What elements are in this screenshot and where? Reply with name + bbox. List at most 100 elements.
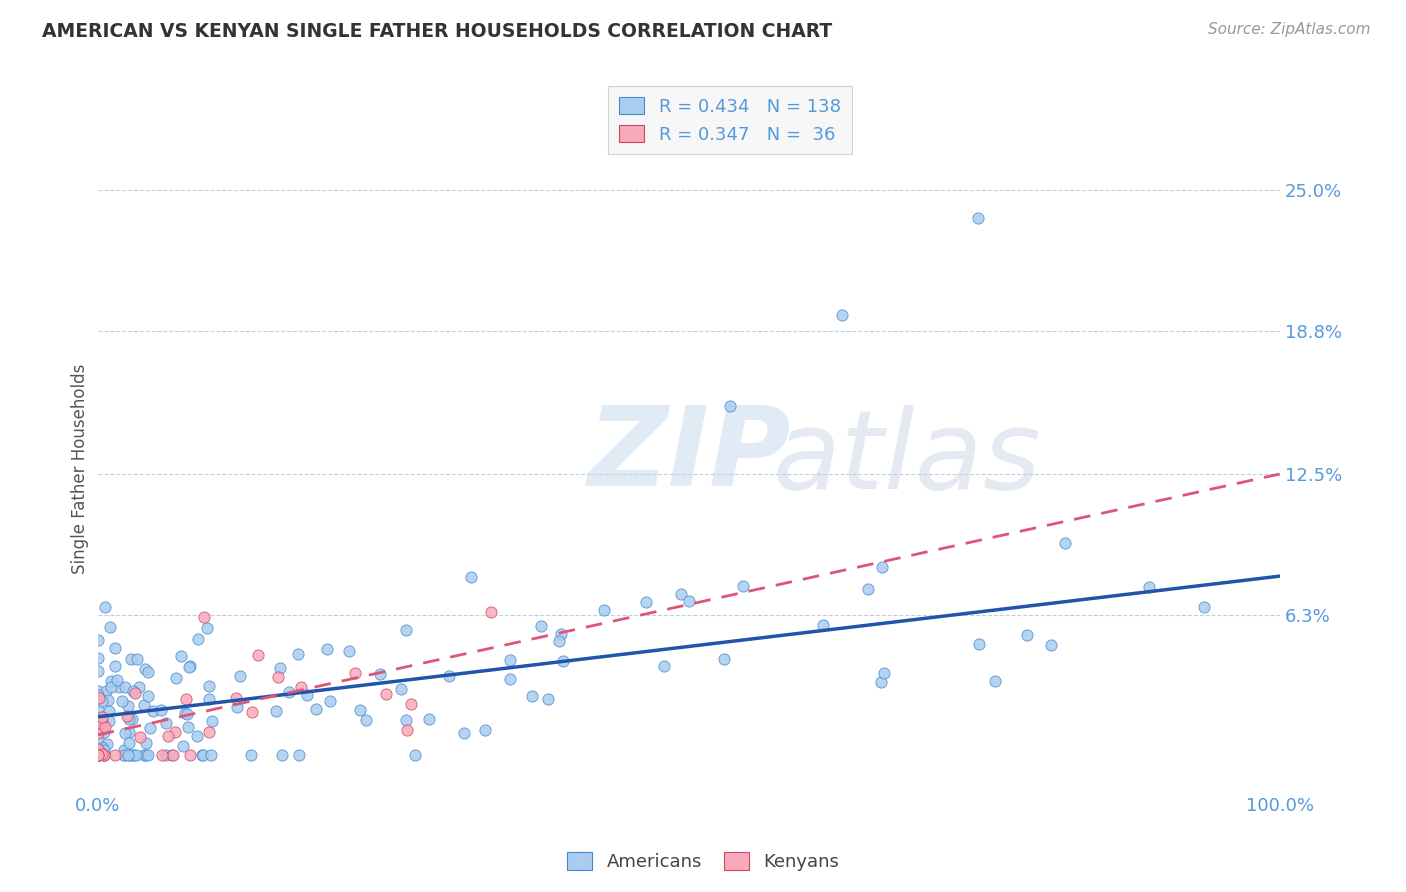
Point bbox=[290, 680, 312, 694]
Point bbox=[112, 748, 135, 763]
Point bbox=[96, 684, 118, 698]
Point bbox=[264, 704, 287, 718]
Point bbox=[125, 652, 148, 666]
Point bbox=[93, 748, 115, 763]
Point bbox=[90, 694, 112, 708]
Point bbox=[128, 681, 150, 695]
Point bbox=[107, 681, 129, 695]
Point bbox=[129, 731, 152, 745]
Point bbox=[165, 671, 187, 685]
Point bbox=[104, 659, 127, 673]
Point bbox=[401, 697, 423, 711]
Text: AMERICAN VS KENYAN SINGLE FATHER HOUSEHOLDS CORRELATION CHART: AMERICAN VS KENYAN SINGLE FATHER HOUSEHO… bbox=[42, 22, 832, 41]
Point bbox=[117, 748, 139, 763]
Point bbox=[138, 748, 160, 763]
Point bbox=[229, 669, 252, 683]
Point bbox=[967, 211, 990, 225]
Point bbox=[134, 698, 156, 713]
Point bbox=[287, 647, 309, 661]
Point bbox=[873, 665, 896, 680]
Point bbox=[132, 748, 155, 763]
Point bbox=[120, 652, 142, 666]
Point bbox=[240, 748, 263, 763]
Point bbox=[652, 658, 675, 673]
Point bbox=[869, 675, 891, 690]
Point bbox=[315, 641, 337, 656]
Point bbox=[343, 665, 366, 680]
Point bbox=[270, 748, 292, 763]
Point bbox=[111, 693, 134, 707]
Point bbox=[93, 724, 115, 739]
Point bbox=[162, 748, 184, 763]
Point bbox=[498, 653, 520, 667]
Point bbox=[319, 694, 342, 708]
Point bbox=[163, 725, 186, 739]
Point bbox=[87, 748, 110, 763]
Point bbox=[91, 747, 114, 761]
Point bbox=[200, 748, 222, 763]
Point bbox=[395, 624, 418, 638]
Point bbox=[499, 672, 522, 686]
Point bbox=[548, 633, 571, 648]
Y-axis label: Single Father Households: Single Father Households bbox=[72, 363, 89, 574]
Point bbox=[1054, 535, 1077, 549]
Point bbox=[593, 603, 616, 617]
Point bbox=[117, 712, 139, 726]
Point bbox=[404, 748, 426, 763]
Point bbox=[94, 599, 117, 614]
Point bbox=[266, 670, 288, 684]
Point bbox=[870, 559, 893, 574]
Point bbox=[634, 595, 657, 609]
Point bbox=[87, 688, 110, 702]
Point bbox=[856, 582, 879, 596]
Point bbox=[811, 617, 834, 632]
Point bbox=[337, 644, 360, 658]
Point bbox=[198, 691, 221, 706]
Point bbox=[93, 748, 115, 763]
Point bbox=[100, 674, 122, 689]
Point bbox=[537, 692, 560, 706]
Point bbox=[124, 686, 146, 700]
Point bbox=[190, 748, 212, 763]
Point bbox=[453, 725, 475, 739]
Point bbox=[551, 654, 574, 668]
Point bbox=[87, 690, 110, 704]
Point bbox=[142, 704, 165, 718]
Point bbox=[89, 712, 111, 726]
Point bbox=[100, 680, 122, 694]
Point bbox=[86, 748, 108, 763]
Point bbox=[86, 713, 108, 727]
Point bbox=[520, 689, 543, 703]
Point bbox=[155, 716, 177, 731]
Point bbox=[86, 651, 108, 665]
Point bbox=[89, 743, 111, 757]
Point bbox=[115, 708, 138, 723]
Point bbox=[87, 664, 110, 678]
Point bbox=[195, 621, 218, 635]
Point bbox=[530, 619, 553, 633]
Point bbox=[967, 637, 990, 651]
Point bbox=[118, 748, 141, 763]
Point bbox=[831, 308, 853, 322]
Point bbox=[86, 748, 108, 763]
Point bbox=[91, 722, 114, 736]
Point bbox=[460, 570, 482, 584]
Point bbox=[156, 730, 179, 744]
Point bbox=[718, 399, 741, 413]
Point bbox=[278, 685, 301, 699]
Point bbox=[389, 682, 412, 697]
Point bbox=[87, 742, 110, 756]
Point bbox=[155, 748, 177, 763]
Point bbox=[1015, 627, 1038, 641]
Point bbox=[474, 723, 496, 737]
Point bbox=[91, 714, 114, 728]
Legend: Americans, Kenyans: Americans, Kenyans bbox=[560, 846, 846, 879]
Point bbox=[135, 748, 157, 763]
Point bbox=[87, 748, 110, 763]
Point bbox=[89, 715, 111, 730]
Point bbox=[138, 721, 160, 735]
Point bbox=[96, 737, 118, 751]
Point bbox=[112, 743, 135, 757]
Point bbox=[97, 693, 120, 707]
Point bbox=[186, 729, 208, 743]
